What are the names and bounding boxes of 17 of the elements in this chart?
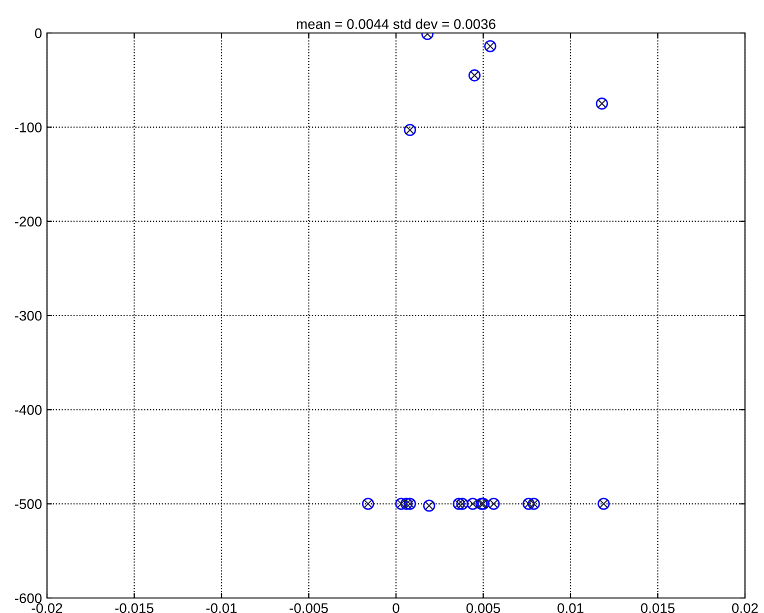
y-tick-label: -100 <box>14 122 42 132</box>
x-tick-label: -0.005 <box>290 603 328 613</box>
x-tick-label: 0.005 <box>466 603 500 613</box>
x-tick-label: -0.015 <box>115 603 154 613</box>
y-tick-label: -600 <box>14 593 42 604</box>
y-tick-label: -300 <box>14 310 42 321</box>
y-tick-label: -400 <box>14 405 42 415</box>
x-tick-label: 0.02 <box>732 603 758 613</box>
x-tick-label: 0 <box>392 603 400 613</box>
x-tick-label: -0.02 <box>32 603 62 613</box>
chart-title: mean = 0.0044 std dev = 0.0036 <box>296 18 496 29</box>
x-tick-label: 0.015 <box>640 603 675 613</box>
y-tick-label: -500 <box>14 499 42 510</box>
y-tick-label: -200 <box>14 216 42 227</box>
y-tick-label: 0 <box>34 28 42 38</box>
x-tick-label: -0.01 <box>206 603 237 613</box>
x-tick-label: 0.01 <box>558 603 584 613</box>
